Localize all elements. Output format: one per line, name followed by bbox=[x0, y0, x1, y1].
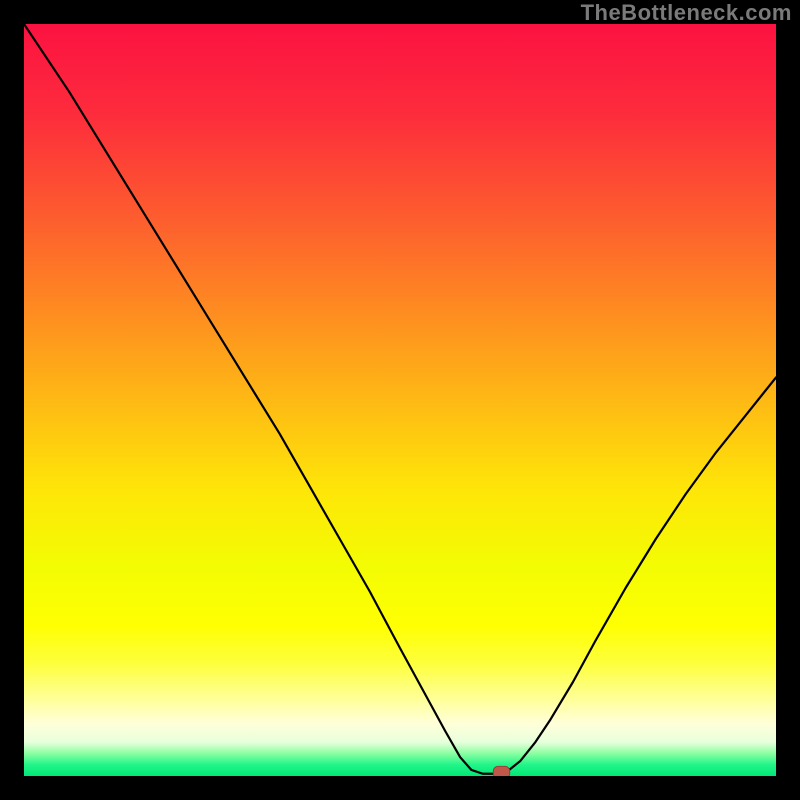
optimal-point-marker bbox=[493, 766, 510, 776]
plot-area bbox=[24, 24, 776, 776]
plot-svg bbox=[24, 24, 776, 776]
plot-background bbox=[24, 24, 776, 776]
chart-stage: TheBottleneck.com bbox=[0, 0, 800, 800]
watermark-text: TheBottleneck.com bbox=[581, 0, 792, 26]
